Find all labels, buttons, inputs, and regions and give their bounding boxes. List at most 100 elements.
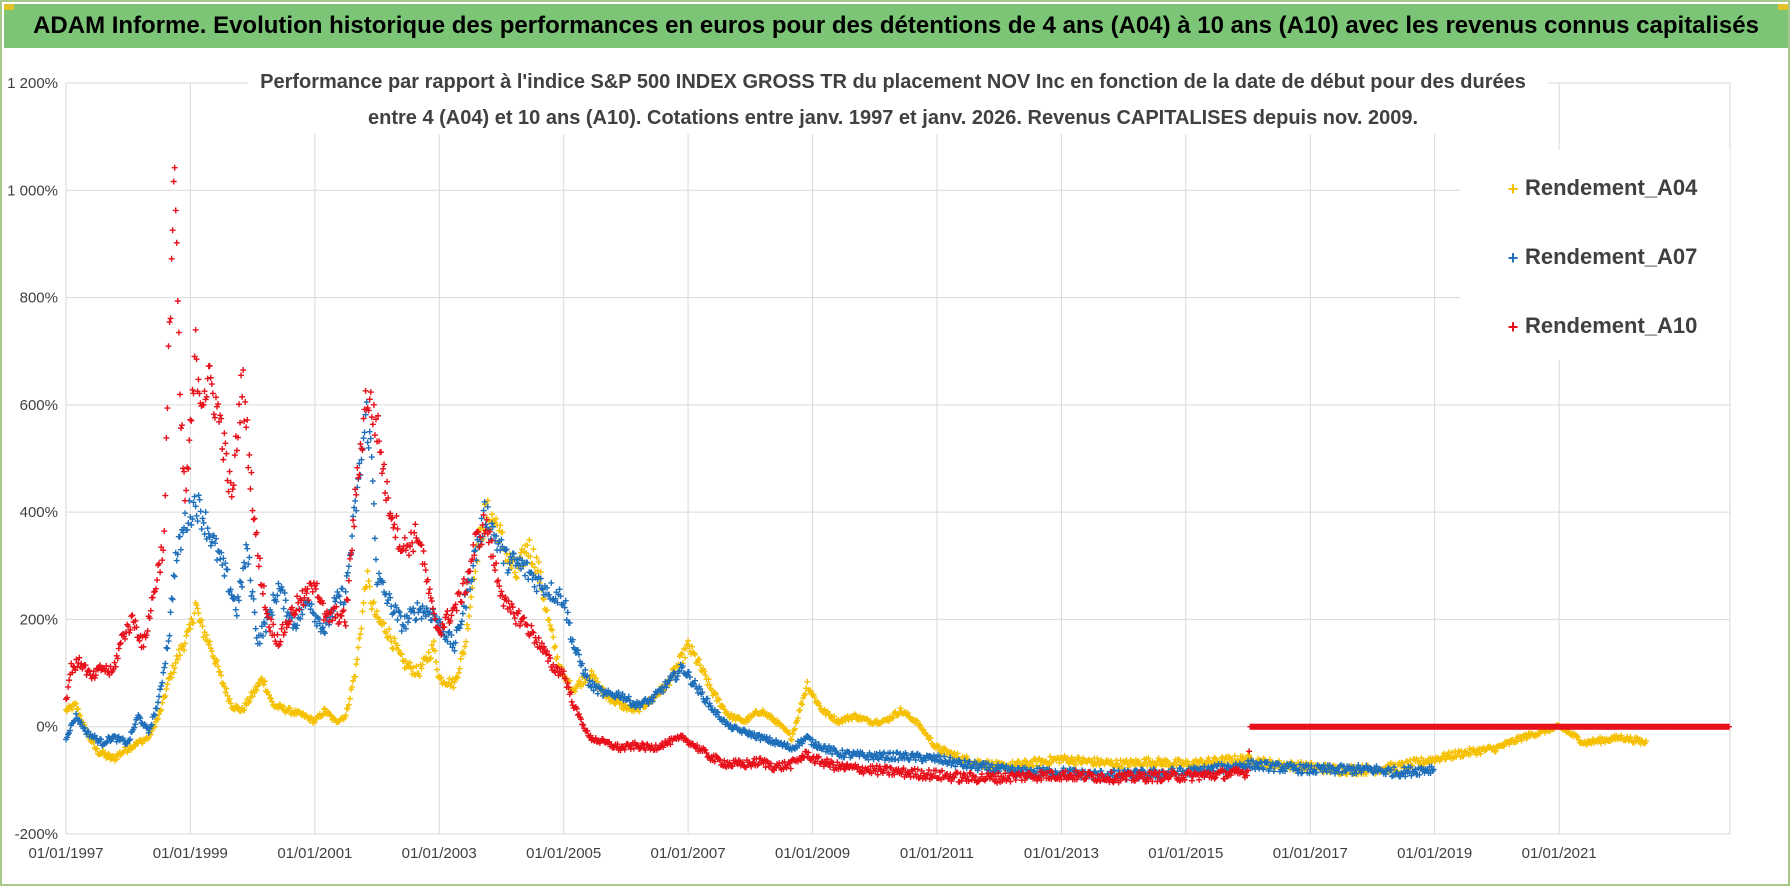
data-point <box>376 570 383 577</box>
data-point <box>773 737 780 744</box>
data-point <box>469 576 476 583</box>
data-point <box>415 609 422 616</box>
data-point <box>537 575 544 582</box>
legend-marker-a10: + <box>1508 317 1519 337</box>
data-point <box>393 604 400 611</box>
data-point <box>207 374 214 381</box>
data-point <box>839 747 846 754</box>
data-point <box>278 625 285 632</box>
data-point <box>275 705 282 712</box>
data-point <box>685 637 692 644</box>
data-point <box>1245 761 1252 768</box>
data-point <box>356 471 363 478</box>
data-point <box>526 536 533 543</box>
data-point <box>431 647 438 654</box>
data-point <box>413 663 420 670</box>
data-point <box>941 753 948 760</box>
data-point <box>321 630 328 637</box>
data-point <box>451 678 458 685</box>
data-point <box>1264 759 1271 766</box>
data-point <box>354 656 361 663</box>
axes: -200%0%200%400%600%800%1 000%1 200%01/01… <box>7 75 1597 862</box>
data-point <box>1023 758 1029 765</box>
data-point <box>784 741 791 748</box>
data-point <box>566 619 573 626</box>
data-point <box>1275 760 1282 767</box>
data-point <box>941 744 948 751</box>
data-point <box>319 624 326 631</box>
data-point <box>379 470 386 477</box>
data-point <box>410 548 417 555</box>
data-point <box>1227 755 1234 762</box>
data-point <box>577 679 584 686</box>
data-point <box>1250 758 1257 765</box>
data-point <box>455 669 462 676</box>
data-point <box>810 691 817 698</box>
data-point <box>478 515 485 522</box>
data-point <box>802 736 809 743</box>
data-point <box>1036 755 1043 762</box>
data-point <box>113 738 120 745</box>
data-point <box>353 491 360 498</box>
data-point <box>712 691 719 698</box>
data-point <box>448 632 455 639</box>
y-tick-label: 800% <box>20 290 58 307</box>
data-point <box>391 635 398 642</box>
data-point <box>233 612 240 619</box>
data-point <box>111 659 118 666</box>
data-point <box>422 567 429 574</box>
x-tick-label: 01/01/2001 <box>277 845 352 862</box>
data-point <box>630 700 637 707</box>
data-point <box>356 460 363 467</box>
data-point <box>510 550 517 557</box>
data-point <box>507 561 514 568</box>
data-point <box>269 698 276 705</box>
data-point <box>757 737 764 744</box>
data-point <box>459 610 466 617</box>
data-point <box>815 741 822 748</box>
data-point <box>456 625 463 632</box>
data-point <box>283 613 290 620</box>
data-point <box>200 519 207 526</box>
data-point <box>579 660 586 667</box>
data-point <box>1111 768 1118 775</box>
x-tick-label: 01/01/2021 <box>1522 845 1597 862</box>
data-point <box>251 515 258 522</box>
data-point <box>208 381 215 388</box>
data-point <box>372 556 379 563</box>
data-point <box>1350 763 1357 770</box>
data-point <box>351 504 358 511</box>
data-point <box>1407 757 1414 764</box>
data-point <box>1159 763 1166 770</box>
data-point <box>535 559 542 566</box>
data-point <box>848 716 855 723</box>
data-point <box>265 691 272 698</box>
data-point <box>775 719 782 726</box>
data-point <box>184 526 191 533</box>
data-point <box>793 717 800 724</box>
data-point <box>594 690 601 697</box>
data-point <box>342 588 349 595</box>
data-point <box>241 707 248 714</box>
data-point <box>360 435 367 442</box>
data-point <box>428 598 435 605</box>
data-point <box>278 584 285 591</box>
data-point <box>697 685 704 692</box>
data-point <box>787 765 794 772</box>
data-point <box>145 729 152 736</box>
data-point <box>159 557 166 564</box>
data-point <box>359 608 366 615</box>
data-point <box>312 585 319 592</box>
data-point <box>144 627 151 634</box>
data-point <box>355 644 362 651</box>
data-point <box>147 607 154 614</box>
data-point <box>696 656 703 663</box>
data-point <box>1450 755 1457 762</box>
data-point <box>192 503 199 510</box>
data-point <box>293 625 300 632</box>
data-point <box>336 593 343 600</box>
data-point <box>161 694 168 701</box>
data-point <box>204 375 211 382</box>
data-point <box>69 706 76 713</box>
data-point <box>468 594 475 601</box>
